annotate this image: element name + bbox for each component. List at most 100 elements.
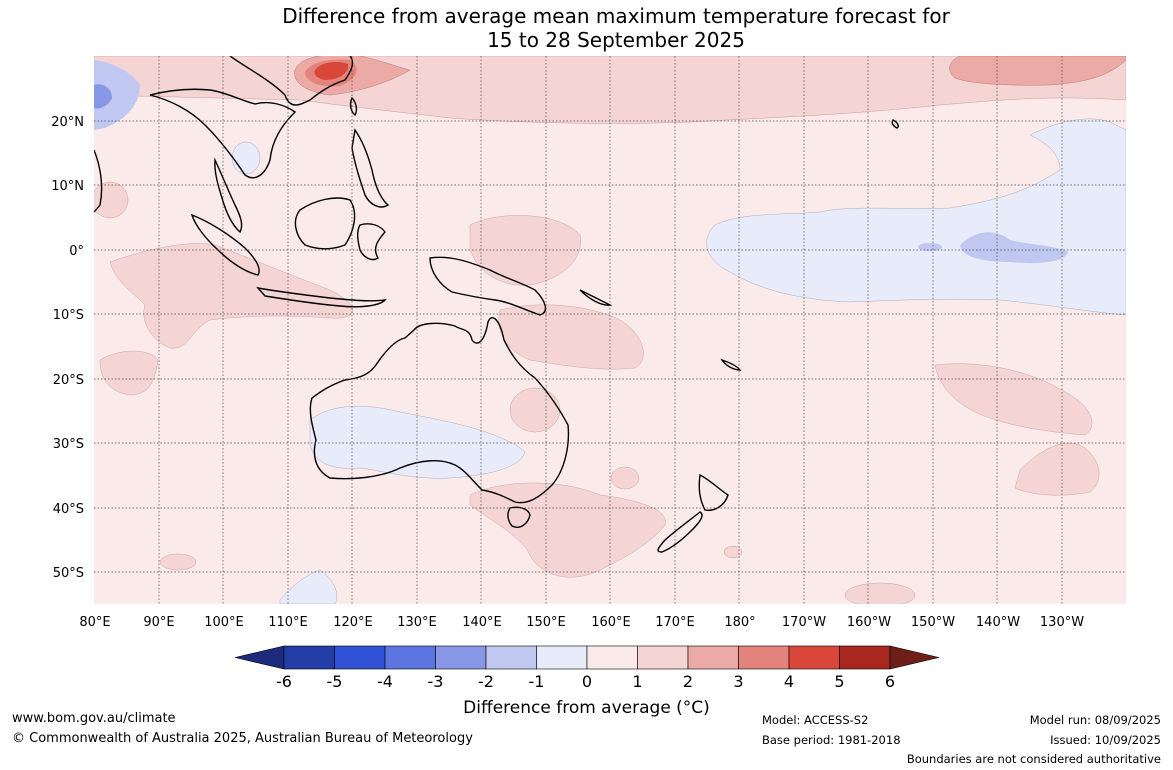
colorbar-segment [738, 645, 790, 670]
colorbar-segment [435, 645, 487, 670]
lon-label: 150°W [911, 615, 955, 630]
warm-patch-asia-4 [314, 62, 349, 80]
warm-blob-2 [610, 466, 640, 490]
lon-label: 130°W [1040, 615, 1084, 630]
lon-label: 90°E [143, 615, 174, 630]
lon-labels: 80°E 90°E 100°E 110°E 120°E 130°E 140°E … [79, 615, 1084, 630]
cool-patch-west-2 [94, 84, 112, 109]
malay-peninsula-outline [214, 157, 243, 234]
lon-label: 140°W [976, 615, 1020, 630]
hawaii-outline [891, 119, 899, 129]
cool-patch-indochina [231, 141, 261, 175]
colorbar-title: Difference from average (°C) [463, 698, 710, 718]
cool-patch-west [94, 60, 140, 130]
base-period-text: Base period: 1981-2018 [762, 733, 901, 747]
disclaimer-text: Boundaries are not considered authoritat… [906, 752, 1161, 766]
warm-patch-northeast [949, 56, 1126, 86]
india-outline [94, 149, 103, 213]
australia-outline [309, 317, 570, 504]
warm-blob-5 [94, 181, 129, 219]
colorbar-tick-label: 3 [733, 672, 743, 691]
colorbar-segment [839, 645, 891, 670]
colorbar-tick-label: 5 [834, 672, 844, 691]
java-outline [256, 286, 387, 308]
lat-label: 10°S [53, 308, 84, 323]
cool-patch-south [279, 569, 338, 604]
colorbar-segment [586, 645, 638, 670]
lon-label: 130°E [397, 615, 437, 630]
lat-label: 20°S [53, 373, 84, 388]
colorbar-tick-label: 0 [582, 672, 592, 691]
lat-labels: 20°N 10°N 0° 10°S 20°S 30°S 40°S 50°S [51, 115, 84, 581]
lon-label: 180° [724, 615, 755, 630]
colorbar-tick-label: -2 [478, 672, 494, 691]
warm-blob-1 [509, 387, 561, 433]
new-guinea-outline [429, 256, 547, 316]
colorbar-tick-label: 2 [683, 672, 693, 691]
new-caledonia-outline [720, 358, 742, 371]
sulawesi-outline [357, 223, 386, 261]
lon-label: 150°E [526, 615, 566, 630]
lon-label: 160°E [591, 615, 631, 630]
warm-patch-tasman [469, 482, 666, 578]
new-zealand-outline [698, 473, 729, 512]
warm-patch-se-pacific [934, 363, 1093, 436]
lat-label: 30°S [53, 437, 84, 452]
map-title: Difference from average mean maximum tem… [0, 4, 1173, 52]
colorbar-segment [637, 645, 689, 670]
gridlines [94, 56, 1126, 604]
lat-label: 0° [69, 244, 84, 259]
lon-label: 100°E [204, 615, 244, 630]
title-line-1: Difference from average mean maximum tem… [282, 4, 950, 28]
warm-patch-sw-indian [99, 350, 159, 396]
colorbar: -6 -5 -4 -3 -2 -1 0 1 2 3 4 5 6 [234, 645, 940, 691]
model-text: Model: ACCESS-S2 [762, 713, 869, 727]
colorbar-segment [485, 645, 537, 670]
cool-patch-pacific-2 [918, 243, 942, 251]
lat-label: 50°S [53, 566, 84, 581]
colorbar-tick-label: 4 [784, 672, 794, 691]
borneo-outline [294, 197, 356, 250]
lon-label: 170°W [782, 615, 826, 630]
china-coast-outline [229, 56, 354, 106]
colorbar-tick-label: -5 [327, 672, 343, 691]
colorbar-segment [536, 645, 588, 670]
colorbar-segment [334, 645, 386, 670]
lon-label: 110°E [268, 615, 308, 630]
lon-label: 80°E [79, 615, 110, 630]
coastlines [94, 56, 899, 553]
lon-label: 170°E [655, 615, 695, 630]
colorbar-segment [384, 645, 436, 670]
warm-blob-3 [159, 553, 197, 571]
colorbar-segment [283, 645, 335, 670]
colorbar-arrow-low [234, 645, 285, 670]
cool-band-pacific [706, 118, 1126, 316]
colorbar-tick-label: 1 [632, 672, 642, 691]
lat-label: 10°N [51, 179, 84, 194]
colorbar-tick-label: 6 [885, 672, 895, 691]
indochina-outline [149, 88, 297, 179]
taiwan-outline [349, 96, 358, 117]
warm-blob-6 [723, 545, 743, 559]
colorbar-tick-label: -6 [276, 672, 292, 691]
lat-label: 20°N [51, 115, 84, 130]
title-line-2: 15 to 28 September 2025 [487, 28, 745, 52]
colorbar-segment [687, 645, 739, 670]
colorbar-tick-label: -4 [377, 672, 393, 691]
lat-label: 40°S [53, 502, 84, 517]
sumatra-outline [190, 213, 260, 276]
lon-label: 120°E [333, 615, 373, 630]
map-field [94, 56, 1126, 604]
new-zealand-south-outline [657, 511, 703, 553]
lon-label: 140°E [462, 615, 502, 630]
copyright-text: © Commonwealth of Australia 2025, Austra… [12, 731, 473, 746]
colorbar-tick-label: -1 [529, 672, 545, 691]
model-run-text: Model run: 08/09/2025 [1029, 713, 1161, 727]
warm-patch-coral-sea [498, 304, 644, 370]
website-link[interactable]: www.bom.gov.au/climate [12, 711, 176, 726]
cool-patch-pacific [960, 232, 1068, 264]
warm-patch-se-pacific-2 [1014, 443, 1100, 496]
issued-text: Issued: 10/09/2025 [1050, 733, 1161, 747]
colorbar-segment [788, 645, 840, 670]
